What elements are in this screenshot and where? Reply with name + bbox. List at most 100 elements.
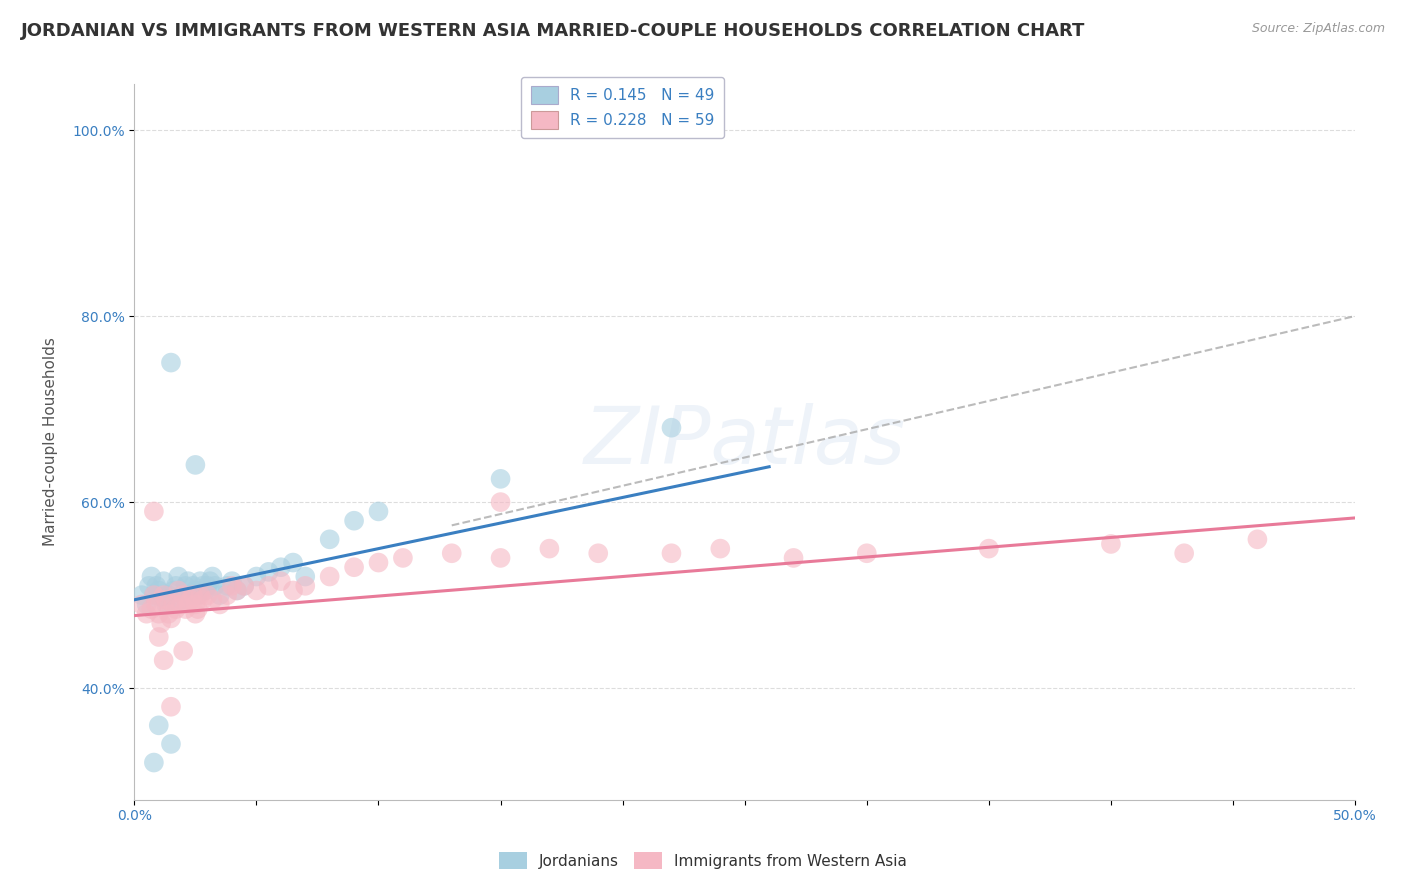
Point [367, 556, 389, 570]
Point [148, 718, 170, 732]
Point [245, 569, 267, 583]
Point [233, 579, 256, 593]
Point [152, 653, 174, 667]
Point [225, 583, 247, 598]
Point [1173, 546, 1195, 560]
Point [208, 588, 231, 602]
Point [184, 458, 207, 472]
Point [586, 546, 609, 560]
Point [150, 590, 173, 604]
Point [152, 574, 174, 589]
Point [142, 504, 165, 518]
Point [245, 583, 267, 598]
Point [855, 546, 877, 560]
Point [191, 592, 214, 607]
Text: Source: ZipAtlas.com: Source: ZipAtlas.com [1251, 22, 1385, 36]
Point [201, 592, 224, 607]
Point [152, 588, 174, 602]
Point [141, 602, 163, 616]
Point [145, 598, 167, 612]
Point [709, 541, 731, 556]
Point [145, 579, 167, 593]
Point [294, 579, 316, 593]
Point [233, 579, 256, 593]
Point [1099, 537, 1122, 551]
Point [135, 598, 157, 612]
Point [204, 579, 226, 593]
Point [661, 546, 683, 560]
Point [197, 588, 219, 602]
Point [281, 556, 304, 570]
Point [201, 569, 224, 583]
Point [217, 579, 239, 593]
Point [538, 541, 561, 556]
Point [162, 583, 184, 598]
Point [181, 579, 204, 593]
Point [270, 574, 292, 589]
Point [148, 630, 170, 644]
Point [217, 588, 239, 602]
Point [661, 420, 683, 434]
Text: JORDANIAN VS IMMIGRANTS FROM WESTERN ASIA MARRIED-COUPLE HOUSEHOLDS CORRELATION : JORDANIAN VS IMMIGRANTS FROM WESTERN ASI… [21, 22, 1085, 40]
Point [160, 355, 183, 369]
Point [294, 569, 316, 583]
Point [343, 514, 366, 528]
Point [257, 565, 280, 579]
Point [160, 737, 183, 751]
Point [197, 579, 219, 593]
Point [188, 588, 211, 602]
Point [165, 602, 187, 616]
Point [131, 598, 153, 612]
Point [141, 569, 163, 583]
Point [172, 588, 194, 602]
Point [142, 588, 165, 602]
Point [221, 574, 243, 589]
Point [489, 495, 512, 509]
Point [174, 579, 197, 593]
Point [174, 602, 197, 616]
Point [440, 546, 463, 560]
Point [194, 583, 217, 598]
Point [257, 579, 280, 593]
Point [135, 607, 157, 621]
Point [172, 588, 194, 602]
Point [270, 560, 292, 574]
Point [392, 550, 415, 565]
Y-axis label: Married-couple Households: Married-couple Households [44, 337, 58, 546]
Point [157, 588, 180, 602]
Point [131, 588, 153, 602]
Point [782, 550, 804, 565]
Point [181, 588, 204, 602]
Point [150, 615, 173, 630]
Point [187, 602, 209, 616]
Point [225, 583, 247, 598]
Point [489, 472, 512, 486]
Point [170, 592, 193, 607]
Point [187, 588, 209, 602]
Point [198, 574, 221, 589]
Point [142, 756, 165, 770]
Point [184, 583, 207, 598]
Point [167, 569, 190, 583]
Legend: R = 0.145   N = 49, R = 0.228   N = 59: R = 0.145 N = 49, R = 0.228 N = 59 [522, 77, 724, 138]
Point [148, 607, 170, 621]
Point [184, 598, 207, 612]
Point [1246, 533, 1268, 547]
Point [155, 598, 177, 612]
Point [177, 574, 200, 589]
Point [142, 588, 165, 602]
Point [155, 592, 177, 607]
Point [343, 560, 366, 574]
Point [318, 533, 340, 547]
Point [162, 598, 184, 612]
Point [165, 579, 187, 593]
Point [177, 598, 200, 612]
Point [170, 598, 193, 612]
Point [148, 583, 170, 598]
Point [188, 574, 211, 589]
Point [318, 569, 340, 583]
Point [167, 583, 190, 598]
Point [208, 598, 231, 612]
Text: ZIP​atlas: ZIP​atlas [583, 402, 905, 481]
Point [367, 504, 389, 518]
